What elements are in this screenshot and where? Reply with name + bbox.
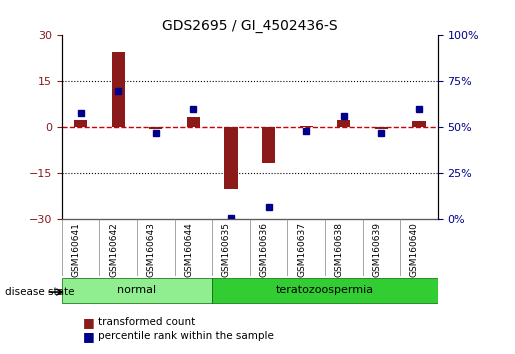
Text: transformed count: transformed count (98, 317, 195, 327)
Text: ■: ■ (82, 330, 94, 343)
Title: GDS2695 / GI_4502436-S: GDS2695 / GI_4502436-S (162, 19, 338, 33)
Text: GSM160635: GSM160635 (222, 222, 231, 277)
Bar (262, 127, 275, 163)
Text: percentile rank within the sample: percentile rank within the sample (98, 331, 274, 341)
FancyBboxPatch shape (62, 278, 212, 303)
Bar (413, 121, 425, 127)
Text: GSM160637: GSM160637 (297, 222, 306, 277)
Text: GSM160639: GSM160639 (372, 222, 381, 277)
Bar (187, 117, 200, 127)
Bar (300, 126, 313, 127)
Text: GSM160640: GSM160640 (410, 222, 419, 277)
Text: GSM160644: GSM160644 (184, 222, 193, 277)
Text: GSM160643: GSM160643 (147, 222, 156, 277)
Bar (74, 120, 87, 127)
Bar (225, 127, 237, 189)
Text: GSM160636: GSM160636 (260, 222, 269, 277)
Bar (375, 127, 388, 129)
Text: GSM160641: GSM160641 (72, 222, 80, 277)
Text: GSM160638: GSM160638 (335, 222, 344, 277)
Text: disease state: disease state (5, 287, 75, 297)
Text: teratozoospermia: teratozoospermia (276, 285, 374, 295)
Bar (337, 120, 350, 127)
Bar (149, 127, 162, 129)
Bar (112, 52, 125, 127)
Text: GSM160642: GSM160642 (109, 222, 118, 277)
FancyBboxPatch shape (212, 278, 438, 303)
Text: ■: ■ (82, 316, 94, 329)
Text: normal: normal (117, 285, 157, 295)
